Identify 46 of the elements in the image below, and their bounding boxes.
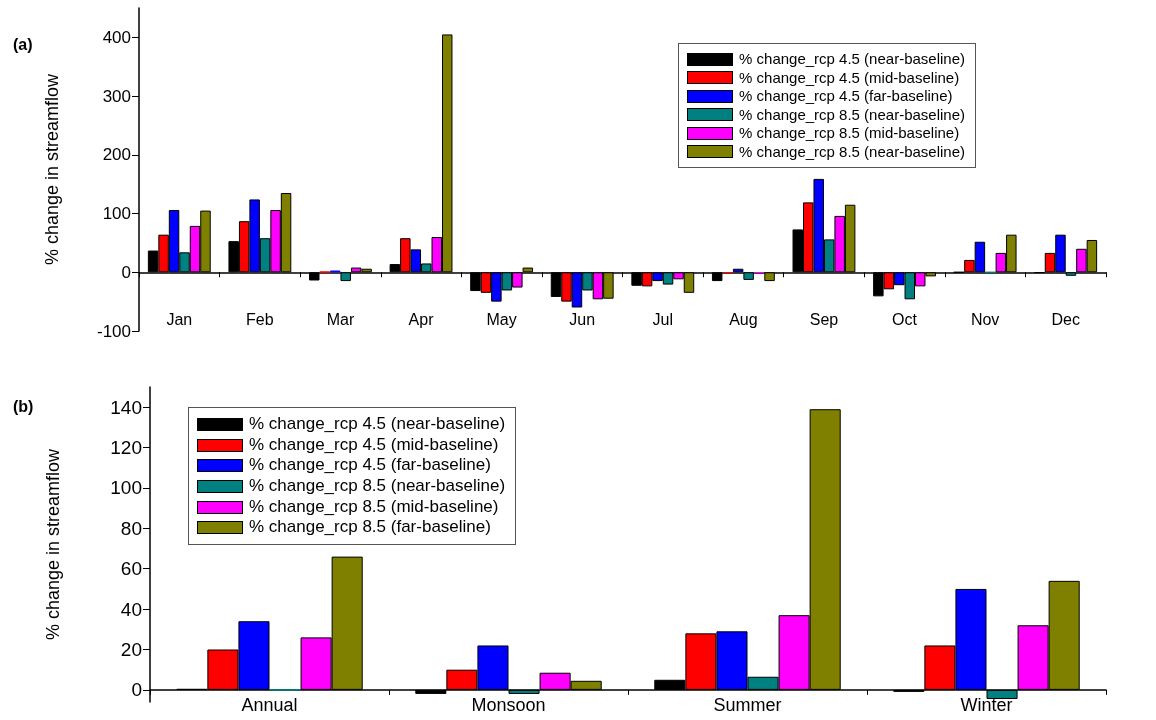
legend-label: % change_rcp 8.5 (near-baseline) — [739, 142, 965, 160]
y-tick-label: 0 — [121, 262, 131, 282]
legend-label: % change_rcp 8.5 (mid-baseline) — [249, 496, 499, 517]
text: (a) — [13, 35, 33, 53]
x-tick-label: May — [486, 310, 517, 328]
y-tick-label: 0 — [131, 679, 142, 701]
y-axis-title: % change in streamflow — [43, 447, 63, 641]
x-tick-label: Aug — [729, 310, 758, 328]
legend-label: % change_rcp 4.5 (far-baseline) — [739, 87, 953, 105]
x-tick-label: Nov — [970, 310, 1000, 328]
text: (b) — [13, 397, 34, 415]
legend-label: % change_rcp 8.5 (near-baseline) — [739, 105, 965, 123]
x-tick-label: Jun — [569, 310, 596, 328]
legend-label: % change_rcp 8.5 (near-baseline) — [249, 476, 506, 496]
x-tick-label: Jan — [166, 310, 193, 328]
x-tick-label: Mar — [326, 310, 355, 328]
x-tick-label: Winter — [960, 695, 1013, 715]
x-tick-label: Monsoon — [471, 695, 546, 715]
y-tick-label: 100 — [102, 204, 131, 224]
x-tick-label: Jul — [652, 310, 674, 328]
y-tick-label: 140 — [110, 396, 142, 418]
y-tick-label: 300 — [102, 86, 131, 106]
x-tick-label: Dec — [1051, 310, 1080, 328]
legend-label: % change_rcp 4.5 (mid-baseline) — [739, 68, 960, 86]
x-tick-label: Feb — [246, 310, 274, 328]
y-axis-title: % change in streamflow — [42, 72, 62, 266]
y-tick-label: 40 — [120, 598, 142, 620]
x-tick-label: Apr — [408, 310, 435, 328]
legend-label: % change_rcp 4.5 (far-baseline) — [249, 455, 491, 476]
legend-label: % change_rcp 4.5 (near-baseline) — [249, 414, 506, 434]
y-tick-label: 100 — [110, 477, 142, 499]
y-tick-label: 400 — [102, 27, 131, 47]
x-tick-label: Sep — [809, 310, 839, 328]
y-tick-label: 80 — [120, 517, 142, 539]
x-tick-label: Oct — [892, 310, 918, 328]
y-tick-label: -100 — [96, 321, 131, 341]
y-tick-label: 200 — [102, 145, 131, 165]
legend-label: % change_rcp 4.5 (near-baseline) — [739, 50, 965, 68]
legend-label: % change_rcp 8.5 (far-baseline) — [249, 517, 491, 538]
x-tick-label: Summer — [713, 695, 782, 715]
x-tick-label: Annual — [241, 695, 298, 715]
y-tick-label: 60 — [120, 558, 142, 580]
legend-label: % change_rcp 4.5 (mid-baseline) — [249, 434, 499, 455]
legend-label: % change_rcp 8.5 (mid-baseline) — [739, 124, 960, 142]
y-tick-label: 20 — [120, 639, 142, 660]
y-tick-label: 120 — [110, 437, 142, 459]
